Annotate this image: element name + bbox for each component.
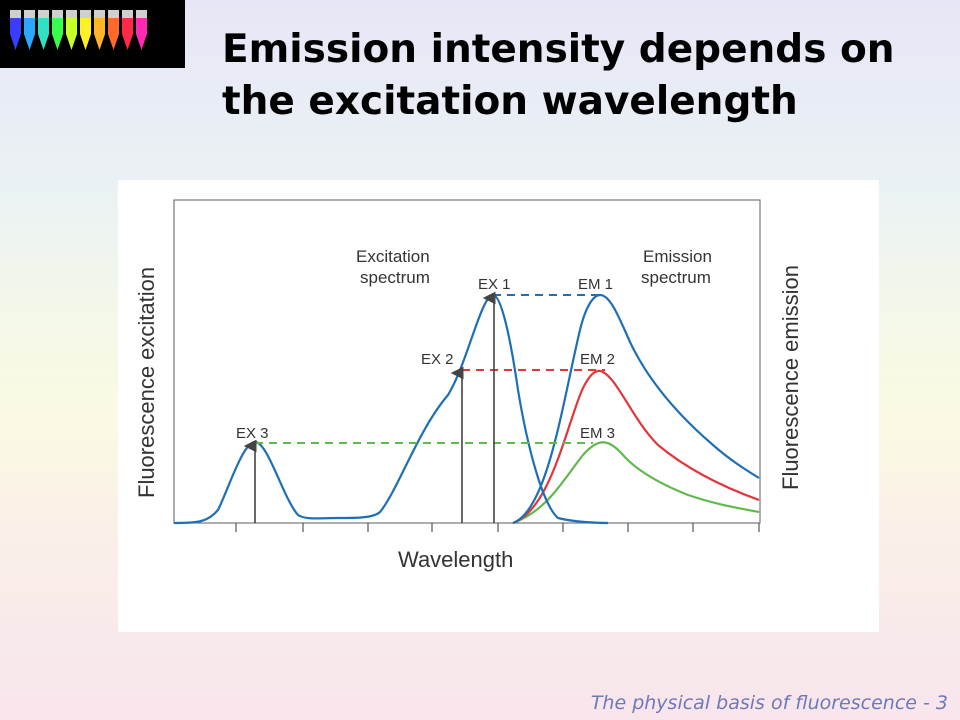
- tube: [108, 18, 119, 50]
- em2-curve: [512, 369, 760, 525]
- slide-footer: The physical basis of fluorescence - 3: [590, 692, 948, 714]
- emission-spectrum-label-line-2: spectrum: [641, 268, 711, 287]
- excitation-spectrum-label-line-1: Excitation: [356, 247, 430, 266]
- tube: [10, 18, 21, 50]
- title-line-1: Emission intensity depends on: [222, 27, 895, 72]
- tube-cap: [24, 10, 35, 18]
- em1-curve: [512, 293, 760, 525]
- x-axis-label: Wavelength: [398, 547, 513, 572]
- tube: [94, 18, 105, 50]
- tube-cap: [122, 10, 133, 18]
- spectrum-diagram-panel: EX 1 EX 2 EX 3 EM 1 EM 2 EM 3 Excitation…: [118, 180, 879, 632]
- title-line-2: the excitation wavelength: [222, 79, 798, 124]
- ex3-label: EX 3: [236, 425, 269, 442]
- y-axis-right-label: Fluorescence emission: [778, 265, 803, 490]
- tube: [136, 18, 147, 50]
- tube-cap: [10, 10, 21, 18]
- tube: [52, 18, 63, 50]
- slide-title: Emission intensity depends on the excita…: [222, 24, 942, 128]
- x-axis-ticks: [235, 523, 760, 532]
- tube-cap: [38, 10, 49, 18]
- tube-cap: [136, 10, 147, 18]
- tube-cap: [66, 10, 77, 18]
- tube-cap: [108, 10, 119, 18]
- em2-label: EM 2: [580, 351, 615, 368]
- tube: [24, 18, 35, 50]
- em3-curve: [512, 441, 760, 525]
- fluorescent-tubes-image: [0, 0, 185, 68]
- excitation-spectrum-label-line-2: spectrum: [360, 268, 430, 287]
- y-axis-left-label: Fluorescence excitation: [134, 267, 159, 498]
- excitation-curve: [173, 293, 609, 525]
- emission-spectrum-label-line-1: Emission: [643, 247, 712, 266]
- ex1-label: EX 1: [478, 276, 511, 293]
- tubes-graphic: [10, 10, 147, 50]
- em1-label: EM 1: [578, 276, 613, 293]
- em3-label: EM 3: [580, 425, 615, 442]
- tube: [122, 18, 133, 50]
- tube-cap: [52, 10, 63, 18]
- ex2-label: EX 2: [421, 351, 454, 368]
- plot-frame: [173, 199, 761, 524]
- tube: [66, 18, 77, 50]
- tube: [80, 18, 91, 50]
- tube-cap: [94, 10, 105, 18]
- spectrum-diagram: EX 1 EX 2 EX 3 EM 1 EM 2 EM 3 Excitation…: [134, 199, 803, 572]
- tube-cap: [80, 10, 91, 18]
- tube: [38, 18, 49, 50]
